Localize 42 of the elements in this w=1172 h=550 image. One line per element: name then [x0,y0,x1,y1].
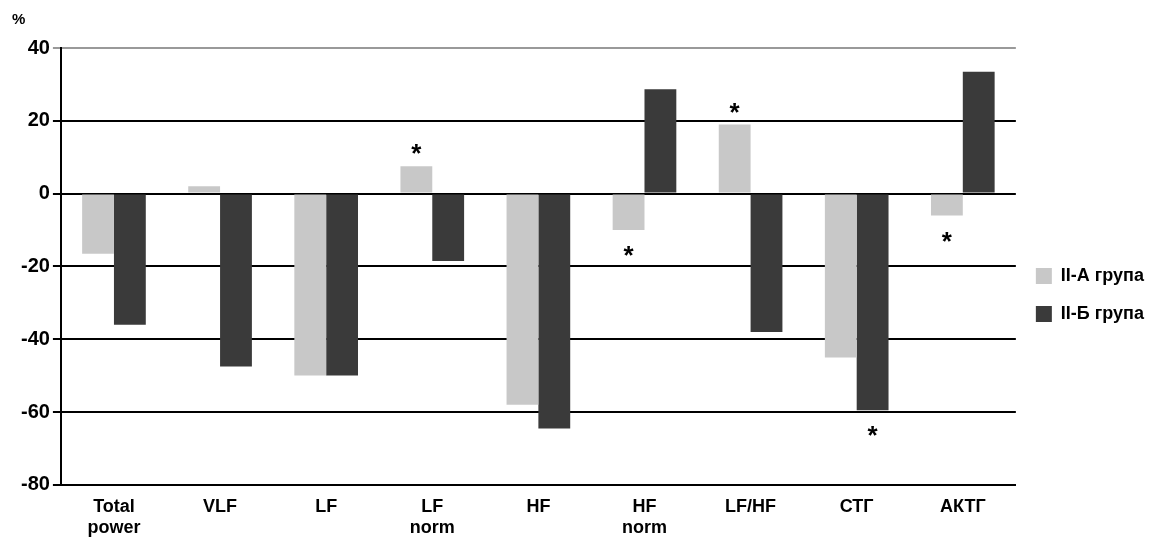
x-tick-label: VLF [203,495,238,516]
x-tick-label: АКТГ [939,495,986,516]
bar [962,71,995,193]
x-tick-label: Total power [87,495,141,538]
annotation: * [411,138,423,169]
x-tick-label: СТГ [839,495,874,516]
bar [644,89,677,193]
bar [824,194,857,358]
annotation: * [729,96,741,127]
x-tick-label: LF/HF [725,495,777,516]
bar [930,194,963,216]
x-tick-label: LF norm [409,495,455,538]
bar [188,186,221,193]
bar [718,124,751,193]
bar [113,194,146,325]
bar [538,194,571,429]
y-tick-label: 40 [27,35,50,58]
bar [750,194,783,332]
bar [294,194,327,376]
y-tick-label: -20 [21,253,50,276]
y-tick-label: -80 [21,472,50,495]
y-tick-label: -40 [21,326,50,349]
bar [220,194,252,367]
bar [400,166,433,193]
annotation: * [867,420,879,451]
y-axis-title: % [12,10,26,28]
bar [82,194,114,254]
bar [432,194,465,261]
bar [326,194,358,376]
y-tick-label: 0 [38,181,50,204]
legend-label: II-А група [1060,264,1145,285]
legend-label: II-Б група [1060,302,1145,323]
annotation: * [941,225,953,256]
y-tick-label: 20 [27,108,50,131]
bar [856,194,889,411]
x-tick-label: HF [526,495,551,516]
x-tick-label: HF norm [621,495,667,538]
bar [612,194,645,230]
annotation: * [623,240,635,271]
y-tick-label: -60 [21,399,50,422]
bar [506,194,539,405]
x-tick-label: LF [315,495,338,516]
